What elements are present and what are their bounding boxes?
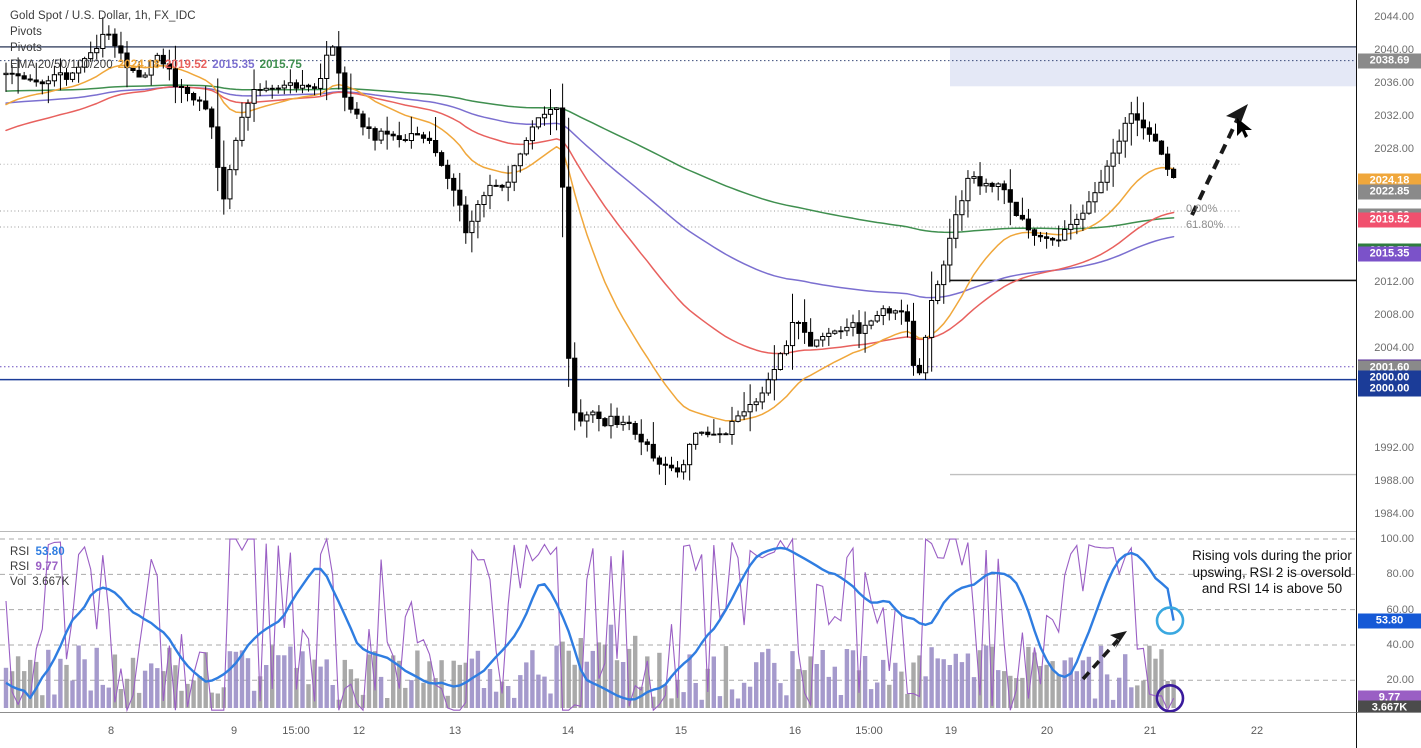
fib-label-0: 0.00% [1186,203,1218,215]
time-axis-tick: 15:00 [282,725,310,737]
rsi-axis-badge[interactable]: 53.80 [1358,613,1421,629]
legend-ema20-value: 2024.18 [117,59,161,71]
time-axis-tick: 9 [230,725,238,737]
price-axis-tick: 2032.00 [1374,110,1414,123]
price-axis-tick: 2028.00 [1374,143,1414,156]
price-axis-badge[interactable]: 2022.85 [1358,184,1421,200]
price-axis-tick: 2044.00 [1374,10,1414,23]
price-axis-tick: 2008.00 [1374,309,1414,322]
axis-corner [1356,712,1421,748]
legend-ema100-value: 2015.35 [212,59,255,71]
circle-rsi14-highlight [1155,606,1185,635]
legend-volume-label: Vol [10,576,27,588]
rsi-axis-tick: 80.00 [1386,568,1414,581]
price-axis-tick: 1992.00 [1374,442,1414,455]
chart-title: Gold Spot / U.S. Dollar, 1h, FX_IDC [10,10,196,22]
price-axis-badge[interactable]: 2000.00 [1358,381,1421,397]
up-arrow-annotation-rsi [1081,631,1127,681]
time-axis-tick: 8 [107,725,115,737]
legend-rsi14-value: 53.80 [35,546,65,558]
legend-pivots-1[interactable]: Pivots [10,26,42,38]
rsi-volume-pane[interactable] [0,532,1356,712]
legend-rsi14[interactable]: RSI 53.80 [10,546,65,558]
rsi-axis-tick: 20.00 [1386,674,1414,687]
rsi-volume-canvas [0,537,1356,712]
time-axis-tick: 21 [1143,725,1157,737]
price-axis-badge[interactable]: 2038.69 [1358,53,1421,69]
price-axis[interactable]: 2044.002040.002036.002032.002028.002024.… [1356,0,1421,716]
legend-rsi14-label: RSI [10,546,30,558]
price-chart-pane[interactable]: Gold Spot / U.S. Dollar, 1h, FX_IDC Pivo… [0,0,1356,532]
legend-pivots-2[interactable]: Pivots [10,42,42,54]
legend-rsi2-value: 9.77 [35,561,59,573]
candlestick-series [3,17,1177,486]
time-axis-tick: 20 [1040,725,1054,737]
time-axis-tick: 22 [1250,725,1264,737]
resistance-zone [950,48,1356,87]
volume-series [3,624,1176,708]
legend-ema[interactable]: EMA 20/50/100/200 2024.18 2019.52 2015.35 20… [10,59,302,71]
legend-ema200-value: 2015.75 [259,59,302,71]
rsi-axis-tick: 60.00 [1386,603,1414,616]
price-axis-tick: 2004.00 [1374,342,1414,355]
time-axis-tick: 14 [561,725,575,737]
cursor-pointer-icon [1237,118,1252,138]
time-axis-tick: 16 [788,725,802,737]
price-axis-badge[interactable]: 2019.52 [1358,212,1421,228]
price-axis-badge[interactable]: 2015.35 [1358,246,1421,262]
legend-ema50-value: 2019.52 [165,59,208,71]
rsi14-line [5,546,1175,701]
time-axis-tick: 13 [448,725,462,737]
price-axis-tick: 2040.00 [1374,43,1414,56]
legend-volume[interactable]: Vol 3.667K [10,576,69,588]
time-axis-tick: 19 [944,725,958,737]
price-axis-tick: 1988.00 [1374,475,1414,488]
price-chart-canvas [0,17,1356,486]
legend-ema-label: EMA 20/50/100/200 [10,59,113,71]
legend-rsi2-label: RSI [10,561,30,573]
rsi2-line [5,537,1175,712]
legend-rsi2[interactable]: RSI 9.77 [10,561,58,573]
price-axis-tick: 2012.00 [1374,276,1414,289]
time-axis-tick: 15:00 [855,725,883,737]
time-axis-tick: 15 [674,725,688,737]
legend-volume-value: 3.667K [32,576,70,588]
price-axis-tick: 1984.00 [1374,508,1414,521]
fib-label-618: 61.80% [1186,219,1224,231]
rsi-axis-tick: 40.00 [1386,638,1414,651]
rsi-axis-tick: 100.00 [1380,533,1414,546]
time-axis-tick: 12 [352,725,366,737]
price-axis-tick: 2036.00 [1374,76,1414,89]
circle-rsi2-highlight [1155,683,1185,712]
chart-annotation-text: Rising vols during the prior upswing, RS… [1192,548,1352,596]
time-axis[interactable]: 8 9 15:00 12 13 14 15 16 15:00 19 20 21 22 [0,712,1356,748]
